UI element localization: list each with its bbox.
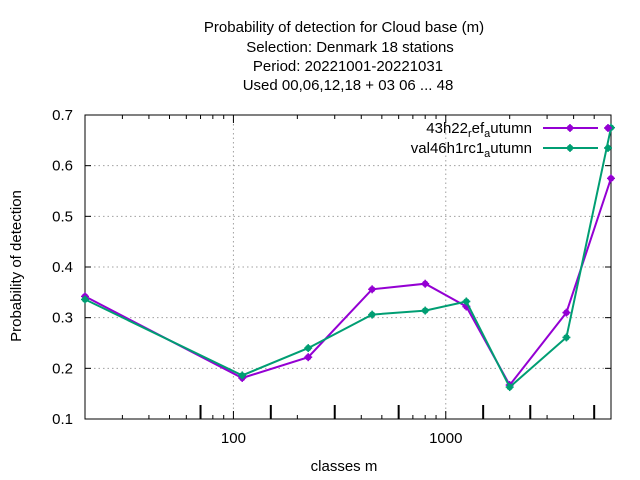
y-tick-label: 0.7 xyxy=(52,107,73,124)
title-line-4: Used 00,06,12,18 + 03 06 ... 48 xyxy=(243,77,454,94)
series-line xyxy=(84,127,612,389)
axes: 0.1 0.2 0.3 0.4 0.5 0.6 0.7 100 1000 xyxy=(52,107,612,447)
plot-border xyxy=(84,114,612,420)
title-line-3: Period: 20221001-20221031 xyxy=(253,58,443,75)
y-tick-label: 0.1 xyxy=(52,411,73,428)
y-axis-label: Probability of detection xyxy=(8,190,25,342)
y-tick-label: 0.5 xyxy=(52,208,73,225)
x-tick-label: 100 xyxy=(221,430,246,447)
series-1 xyxy=(81,174,615,390)
legend-label: val46h1rc1autumn xyxy=(411,140,532,160)
y-tick-label: 0.6 xyxy=(52,158,73,175)
x-tick-label: 1000 xyxy=(429,430,462,447)
y-tick-label: 0.3 xyxy=(52,310,73,327)
chart-title: Probability of detection for Cloud base … xyxy=(204,19,484,94)
legend-label-part: 43h22 xyxy=(426,120,468,137)
series-layer xyxy=(81,123,615,392)
legend-label-part: r xyxy=(468,128,472,140)
y-tick-label: 0.2 xyxy=(52,360,73,377)
legend-label-part: utumn xyxy=(490,120,532,137)
legend-label-part: ef xyxy=(472,120,485,137)
y-tick-label: 0.4 xyxy=(52,259,73,276)
legend-label-part: val46h1rc1 xyxy=(411,140,484,157)
series-2 xyxy=(81,123,615,392)
legend-label-part: a xyxy=(484,128,491,140)
legend-entry-2: val46h1rc1autumn xyxy=(411,140,612,160)
legend-label-part: utumn xyxy=(490,140,532,157)
title-line-1: Probability of detection for Cloud base … xyxy=(204,19,484,36)
series-line xyxy=(84,177,612,387)
legend-entry-1: 43h22refautumn xyxy=(426,120,612,140)
x-axis-label: classes m xyxy=(311,458,378,475)
title-line-2: Selection: Denmark 18 stations xyxy=(246,39,454,56)
legend-label: 43h22refautumn xyxy=(426,120,532,140)
legend-label-part: a xyxy=(484,148,491,160)
grid xyxy=(85,115,611,419)
